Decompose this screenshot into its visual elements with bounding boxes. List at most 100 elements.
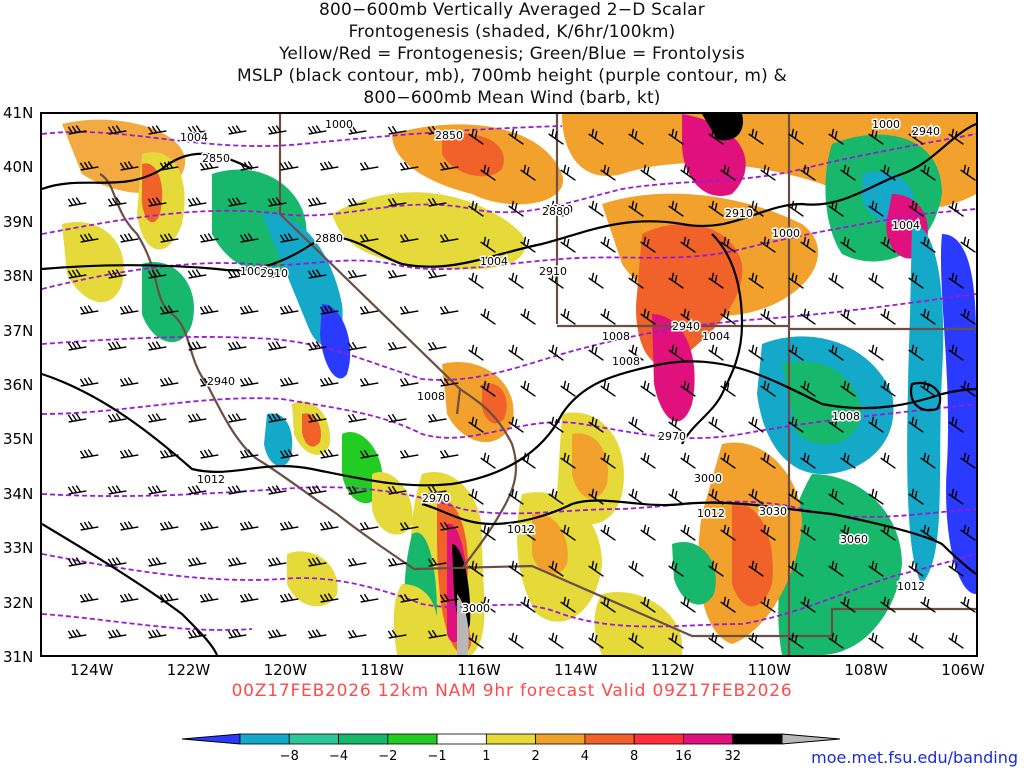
wind-barb <box>908 272 924 289</box>
height-label: 2970 <box>658 430 686 443</box>
wind-barb <box>359 521 379 531</box>
wind-barb <box>880 596 896 613</box>
wind-barb <box>640 164 656 181</box>
wind-barb <box>680 524 696 541</box>
wind-barb <box>720 524 736 541</box>
wind-barb <box>147 125 167 135</box>
wind-barb <box>227 269 247 279</box>
wind-barb <box>880 380 896 397</box>
wind-barb <box>640 380 656 397</box>
wind-barb <box>107 557 127 567</box>
wind-barb <box>748 632 764 649</box>
wind-barb <box>520 380 536 397</box>
wind-barb <box>187 485 207 495</box>
wind-barb <box>307 341 327 351</box>
wind-barb <box>588 272 604 289</box>
wind-barb <box>788 488 804 505</box>
height-label: 2880 <box>542 205 570 218</box>
wind-barb <box>227 413 247 423</box>
wind-barb <box>840 596 856 613</box>
wind-barb <box>439 593 459 603</box>
colorbar-segment <box>584 733 635 745</box>
wind-barb <box>319 521 339 531</box>
wind-barb <box>480 380 496 397</box>
wind-barb <box>720 452 736 469</box>
wind-barb <box>119 449 139 459</box>
wind-barb <box>119 233 139 243</box>
wind-barb <box>468 344 484 361</box>
wind-barb <box>680 596 696 613</box>
wind-barb <box>720 164 736 181</box>
wind-barb <box>840 308 856 325</box>
wind-barb <box>480 524 496 541</box>
credit-url[interactable]: moe.met.fsu.edu/banding <box>811 748 1018 767</box>
lon-label: 112W <box>650 661 695 679</box>
wind-barb <box>588 344 604 361</box>
colorbar-tick-label: 2 <box>531 749 539 764</box>
colorbar: −8 −4 −2 −1 1 2 4 8 16 32 <box>181 733 841 764</box>
lat-label: 34N <box>3 484 34 503</box>
wind-barb <box>548 560 564 577</box>
wind-barb <box>267 341 287 351</box>
wind-barb <box>628 632 644 649</box>
wind-barb <box>668 632 684 649</box>
wind-barb <box>748 560 764 577</box>
colorbar-segment <box>683 733 734 745</box>
colorbar-tick-label: 4 <box>581 749 589 764</box>
colorbar-tick-label: −4 <box>329 749 348 764</box>
height-label: 2940 <box>912 125 940 138</box>
wind-barb <box>508 416 524 433</box>
wind-barb <box>147 269 167 279</box>
frontogenesis-shading <box>62 114 976 655</box>
wind-barb <box>628 560 644 577</box>
wind-barb <box>640 452 656 469</box>
wind-barb <box>187 197 207 207</box>
wind-barb <box>800 596 816 613</box>
wind-barb <box>67 341 87 351</box>
wind-barb <box>468 128 484 145</box>
wind-barb <box>307 629 327 639</box>
lat-label: 31N <box>3 648 34 666</box>
wind-barb <box>800 308 816 325</box>
wind-barb <box>119 305 139 315</box>
wind-barb <box>800 524 816 541</box>
wind-barb <box>359 161 379 171</box>
wind-barb <box>560 524 576 541</box>
wind-barb <box>399 161 419 171</box>
wind-barb <box>427 557 447 567</box>
wind-barb <box>628 344 644 361</box>
wind-barb <box>640 524 656 541</box>
lat-label: 33N <box>3 539 34 558</box>
wind-barb <box>828 416 844 433</box>
mslp-label: 1000 <box>872 118 900 131</box>
wind-barb <box>788 560 804 577</box>
wind-barb <box>67 413 87 423</box>
wind-barb <box>560 596 576 613</box>
wind-barb <box>199 233 219 243</box>
colorbar-tick-label: 1 <box>482 749 490 764</box>
wind-barb <box>588 560 604 577</box>
wind-barb <box>788 200 804 217</box>
wind-barb <box>199 377 219 387</box>
wind-barb <box>880 164 896 181</box>
wind-barb <box>119 377 139 387</box>
wind-barb <box>840 380 856 397</box>
lon-label: 108W <box>844 661 888 679</box>
wind-barb <box>708 272 724 289</box>
wind-barb <box>840 524 856 541</box>
mslp-label: 1004 <box>702 330 730 343</box>
wind-barb <box>948 416 964 433</box>
wind-barb <box>239 161 259 171</box>
wind-barb <box>199 521 219 531</box>
colorbar-segment <box>535 733 586 745</box>
wind-barb <box>508 488 524 505</box>
wind-barb <box>868 632 884 649</box>
mslp-label: 1004 <box>480 255 508 268</box>
wind-barb <box>760 308 776 325</box>
lon-label: 110W <box>747 661 792 679</box>
colorbar-segment <box>436 733 487 745</box>
wind-barb <box>267 413 287 423</box>
wind-barb <box>387 125 407 135</box>
wind-barb <box>107 413 127 423</box>
wind-barb <box>307 557 327 567</box>
